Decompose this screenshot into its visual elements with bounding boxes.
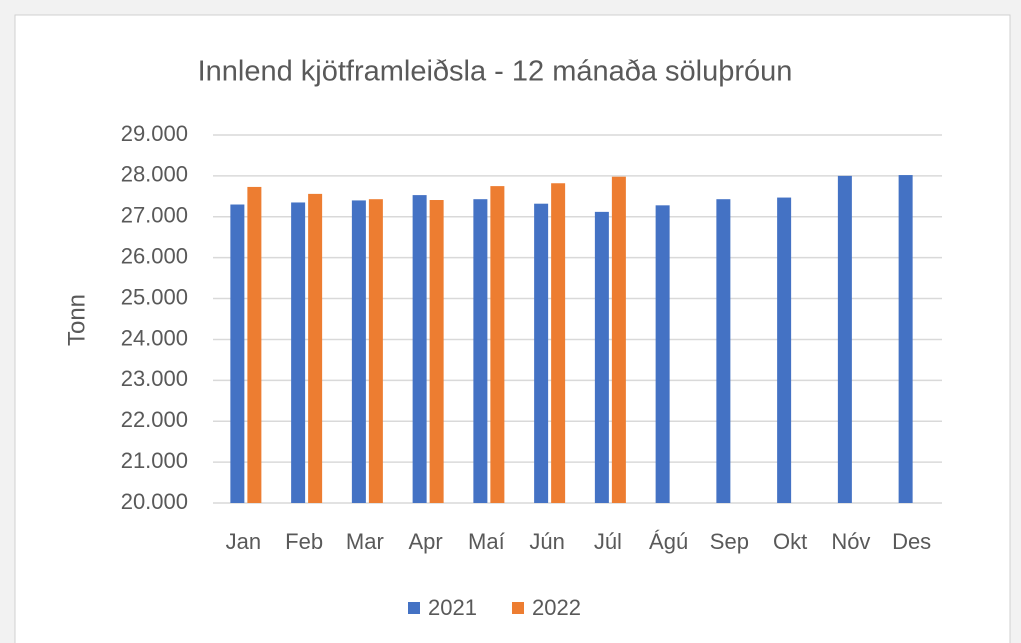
bar xyxy=(655,205,670,503)
y-tick-label: 24.000 xyxy=(121,325,188,350)
y-tick-label: 21.000 xyxy=(121,448,188,473)
bar xyxy=(368,199,383,503)
bar xyxy=(551,183,566,503)
bar xyxy=(429,200,444,503)
bar xyxy=(291,202,306,503)
x-tick-label: Maí xyxy=(468,529,505,554)
y-tick-label: 23.000 xyxy=(121,366,188,391)
y-tick-label: 25.000 xyxy=(121,284,188,309)
y-tick-label: 29.000 xyxy=(121,121,188,146)
bar xyxy=(351,200,366,503)
x-tick-label: Júl xyxy=(594,529,622,554)
x-tick-label: Jan xyxy=(226,529,261,554)
y-tick-label: 27.000 xyxy=(121,203,188,228)
y-tick-label: 26.000 xyxy=(121,243,188,268)
legend-swatch xyxy=(512,602,524,614)
bar xyxy=(716,199,731,503)
y-axis-label: Tonn xyxy=(63,294,90,346)
legend-swatch xyxy=(408,602,420,614)
y-tick-label: 20.000 xyxy=(121,489,188,514)
x-tick-label: Sep xyxy=(710,529,749,554)
bar xyxy=(308,193,323,503)
bar xyxy=(534,203,549,503)
x-tick-label: Ágú xyxy=(649,529,688,554)
x-tick-label: Nóv xyxy=(831,529,870,554)
bar xyxy=(777,197,792,503)
bar xyxy=(412,195,427,503)
chart-title: Innlend kjötframleiðsla - 12 mánaða sölu… xyxy=(198,56,793,88)
x-tick-label: Mar xyxy=(346,529,384,554)
bar xyxy=(837,175,852,503)
x-tick-label: Jún xyxy=(529,529,564,554)
x-tick-label: Apr xyxy=(409,529,443,554)
bar xyxy=(594,211,609,504)
legend-label: 2021 xyxy=(428,595,477,620)
y-tick-label: 28.000 xyxy=(121,162,188,187)
x-tick-label: Okt xyxy=(773,529,807,554)
bar xyxy=(490,186,505,503)
legend-label: 2022 xyxy=(532,595,581,620)
x-tick-label: Feb xyxy=(285,529,323,554)
y-tick-label: 22.000 xyxy=(121,407,188,432)
bar xyxy=(230,204,245,503)
bar xyxy=(473,199,488,503)
bar xyxy=(611,176,626,503)
x-tick-label: Des xyxy=(892,529,931,554)
bar xyxy=(247,186,262,503)
bar xyxy=(898,175,913,503)
